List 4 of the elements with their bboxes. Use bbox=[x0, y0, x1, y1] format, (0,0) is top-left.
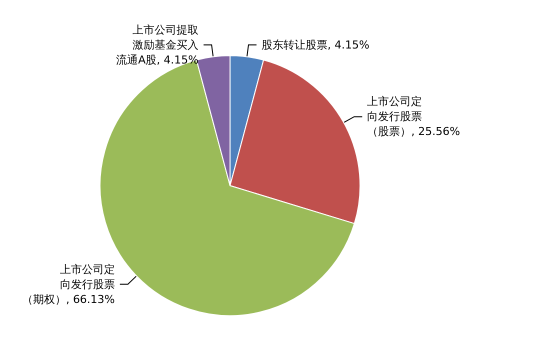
slice-label: 上市公司提取激励基金买入流通A股, 4.15% bbox=[116, 23, 199, 66]
slice-label: 股东转让股票, 4.15% bbox=[262, 38, 370, 52]
slice-label: 上市公司定向发行股票（股票）, 25.56% bbox=[367, 95, 460, 138]
slice-label: 上市公司定向发行股票（期权）, 66.13% bbox=[22, 262, 115, 306]
